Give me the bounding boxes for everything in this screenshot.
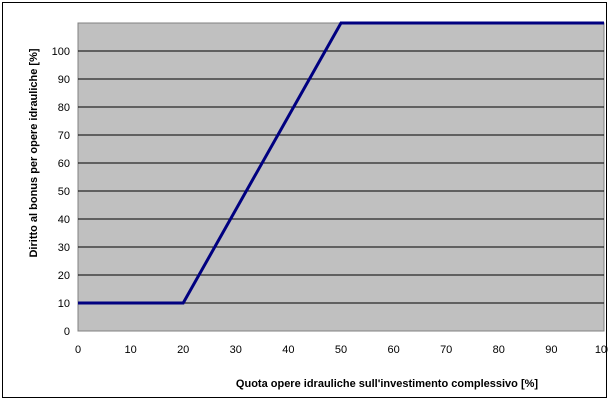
y-tick-label-0: 0 xyxy=(64,326,70,338)
y-tick-label-30: 30 xyxy=(58,242,70,254)
x-axis-ticks: 0 10 20 30 40 50 60 70 80 90 100 xyxy=(75,344,608,356)
y-tick-label-50: 50 xyxy=(58,186,70,198)
y-tick-label-60: 60 xyxy=(58,158,70,170)
chart-frame: 0 10 20 30 40 50 60 70 80 90 100 0 10 20 30 40 50 60 70 80… xyxy=(2,2,608,398)
plot-area xyxy=(77,22,605,332)
x-tick-label-80: 80 xyxy=(493,344,505,356)
x-tick-label-70: 70 xyxy=(440,344,452,356)
x-tick-label-30: 30 xyxy=(230,344,242,356)
y-tick-label-40: 40 xyxy=(58,214,70,226)
gridlines xyxy=(78,50,604,304)
x-axis-title: Quota opere idrauliche sull'investimento… xyxy=(236,378,538,390)
x-tick-label-50: 50 xyxy=(335,344,347,356)
y-tick-label-20: 20 xyxy=(58,270,70,282)
x-tick-label-60: 60 xyxy=(387,344,399,356)
y-tick-label-10: 10 xyxy=(58,298,70,310)
series-line-0 xyxy=(78,21,604,305)
y-tick-label-80: 80 xyxy=(58,102,70,114)
x-tick-label-20: 20 xyxy=(177,344,189,356)
x-tick-label-90: 90 xyxy=(545,344,557,356)
y-tick-label-70: 70 xyxy=(58,130,70,142)
x-tick-label-0: 0 xyxy=(75,344,81,356)
y-tick-label-100: 100 xyxy=(52,46,70,58)
x-tick-label-40: 40 xyxy=(282,344,294,356)
y-tick-label-90: 90 xyxy=(58,74,70,86)
line-chart: 0 10 20 30 40 50 60 70 80 90 100 0 10 20 30 40 50 60 70 80… xyxy=(28,21,608,390)
series-layer xyxy=(78,21,604,305)
y-axis-ticks: 0 10 20 30 40 50 60 70 80 90 100 xyxy=(52,46,70,338)
y-axis-title: Diritto al bonus per opere idrauliche [%… xyxy=(28,48,40,257)
x-tick-label-10: 10 xyxy=(124,344,136,356)
x-tick-label-100: 100 xyxy=(595,344,608,356)
